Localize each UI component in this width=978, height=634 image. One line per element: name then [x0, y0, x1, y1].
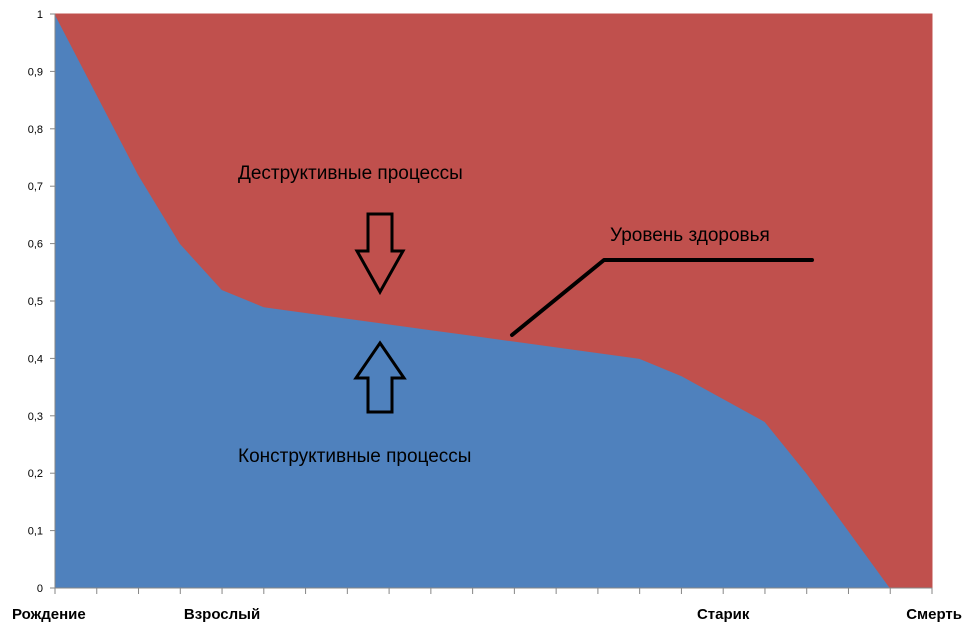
y-tick-label: 0 — [37, 583, 43, 595]
y-tick-label: 1 — [37, 9, 43, 21]
annotation-destructive: Деструктивные процессы — [238, 163, 463, 184]
health-level-pointer-line — [510, 258, 814, 337]
y-tick-label: 0,4 — [28, 353, 43, 365]
y-tick-label: 0,8 — [28, 124, 43, 136]
arrow-up-icon — [353, 340, 407, 414]
area-series-1 — [54, 13, 933, 589]
x-tick-label: Смерть — [906, 606, 962, 623]
axes — [50, 13, 933, 594]
x-tick-label: Рождение — [12, 606, 86, 623]
arrow-down-icon — [354, 212, 406, 296]
annotation-health-level: Уровень здоровья — [610, 225, 770, 246]
y-tick-label: 0,5 — [28, 296, 43, 308]
annotation-constructive: Конструктивные процессы — [238, 446, 471, 467]
y-tick-labels: 0 0,1 0,2 0,3 0,4 0,5 0,6 0,7 0,8 0,9 1 — [28, 9, 43, 595]
annotations: Деструктивные процессы Конструктивные пр… — [238, 163, 814, 467]
x-tick-label: Взрослый — [184, 606, 260, 623]
y-tick-label: 0,3 — [28, 411, 43, 423]
x-tick-label: Старик — [697, 606, 750, 623]
plot-areas — [54, 13, 933, 589]
y-tick-label: 0,7 — [28, 181, 43, 193]
y-tick-label: 0,1 — [28, 526, 43, 538]
y-tick-label: 0,9 — [28, 66, 43, 78]
y-tick-label: 0,2 — [28, 468, 43, 480]
y-tick-label: 0,6 — [28, 239, 43, 251]
x-tick-labels: Рождение Взрослый Старик Смерть — [12, 606, 962, 623]
